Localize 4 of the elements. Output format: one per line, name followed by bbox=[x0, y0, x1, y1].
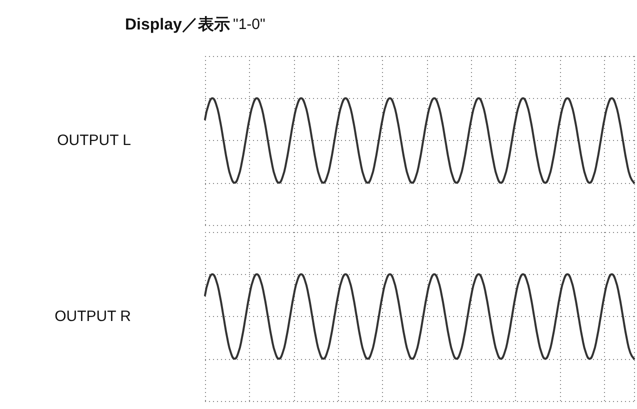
chart-subtitle: "1-0" bbox=[233, 16, 266, 33]
chart-title: Display／表示 bbox=[125, 16, 230, 34]
y-axis-title: OUTPUT L bbox=[57, 132, 131, 149]
y-axis-title: OUTPUT R bbox=[54, 308, 132, 325]
